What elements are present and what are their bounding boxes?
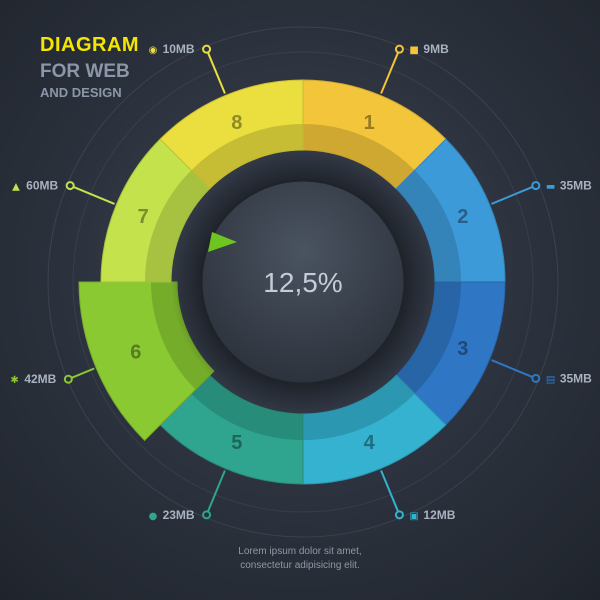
callout-value-7: 60MB: [26, 179, 58, 193]
callout-line-4: [380, 470, 401, 516]
segment-label-3: 3: [457, 338, 468, 360]
segment-label-5: 5: [231, 432, 242, 454]
monitor-icon: ▬: [546, 182, 555, 193]
callout-line-7: [69, 184, 115, 205]
callout-dot-8: [202, 44, 212, 54]
segment-bevel-1: [303, 124, 415, 189]
segment-bevel-2: [396, 170, 461, 282]
segment-label-6: 6: [130, 341, 141, 363]
callout-line-8: [205, 48, 226, 94]
callout-value-1: 9MB: [423, 42, 449, 56]
calendar-icon: ▣: [409, 511, 418, 522]
callout-dot-7: [65, 181, 75, 191]
callout-dot-4: [394, 510, 404, 520]
callout-value-2: 35MB: [560, 179, 592, 193]
title-block: DIAGRAM FOR WEB AND DESIGN: [40, 34, 139, 100]
segment-bevel-7: [145, 170, 210, 282]
callout-value-5: 23MB: [163, 508, 195, 522]
callout-line-5: [205, 470, 226, 516]
gear-icon: ✱: [10, 375, 18, 386]
callout-value-4: 12MB: [423, 508, 455, 522]
disc-icon: ●: [149, 511, 158, 522]
footer-line-1: Lorem ipsum dolor sit amet,: [238, 546, 362, 557]
callout-dot-1: [394, 44, 404, 54]
segment-label-8: 8: [231, 112, 242, 134]
callout-line-3: [491, 359, 537, 380]
segment-label-1: 1: [364, 112, 375, 134]
segment-bevel-3: [396, 282, 461, 394]
callout-dot-3: [531, 373, 541, 383]
callout-line-6: [67, 367, 95, 381]
callout-dot-5: [202, 510, 212, 520]
footer-caption: Lorem ipsum dolor sit amet, consectetur …: [0, 545, 600, 573]
center-value: 12,5%: [263, 267, 342, 298]
callout-dot-6: [63, 374, 73, 384]
segment-bevel-4: [303, 375, 415, 440]
callout-dot-2: [531, 181, 541, 191]
segment-label-2: 2: [457, 206, 468, 228]
mid-guide-ring: [72, 51, 534, 513]
segment-label-7: 7: [138, 206, 149, 228]
shirt-icon: ■: [409, 45, 418, 56]
center-hub: [199, 178, 407, 386]
document-icon: ▤: [546, 374, 555, 385]
title-line-1: DIAGRAM: [40, 34, 140, 56]
title-line-3: AND DESIGN: [40, 85, 122, 100]
callout-line-2: [491, 184, 537, 205]
outer-guide-ring: [47, 26, 559, 538]
segment-bevel-5: [191, 375, 303, 441]
globe-icon: ◉: [149, 45, 158, 56]
callout-value-6: 42MB: [24, 372, 56, 386]
user-icon: ▲: [12, 182, 20, 193]
segment-bevel-8: [191, 124, 303, 189]
callout-line-1: [380, 48, 401, 94]
callout-value-8: 10MB: [163, 42, 195, 56]
title-line-2: FOR WEB: [40, 61, 130, 82]
segment-label-4: 4: [364, 432, 376, 454]
pointer-arrow: [208, 232, 237, 252]
footer-line-2: consectetur adipisicing elit.: [240, 560, 360, 571]
callout-value-3: 35MB: [560, 371, 592, 385]
